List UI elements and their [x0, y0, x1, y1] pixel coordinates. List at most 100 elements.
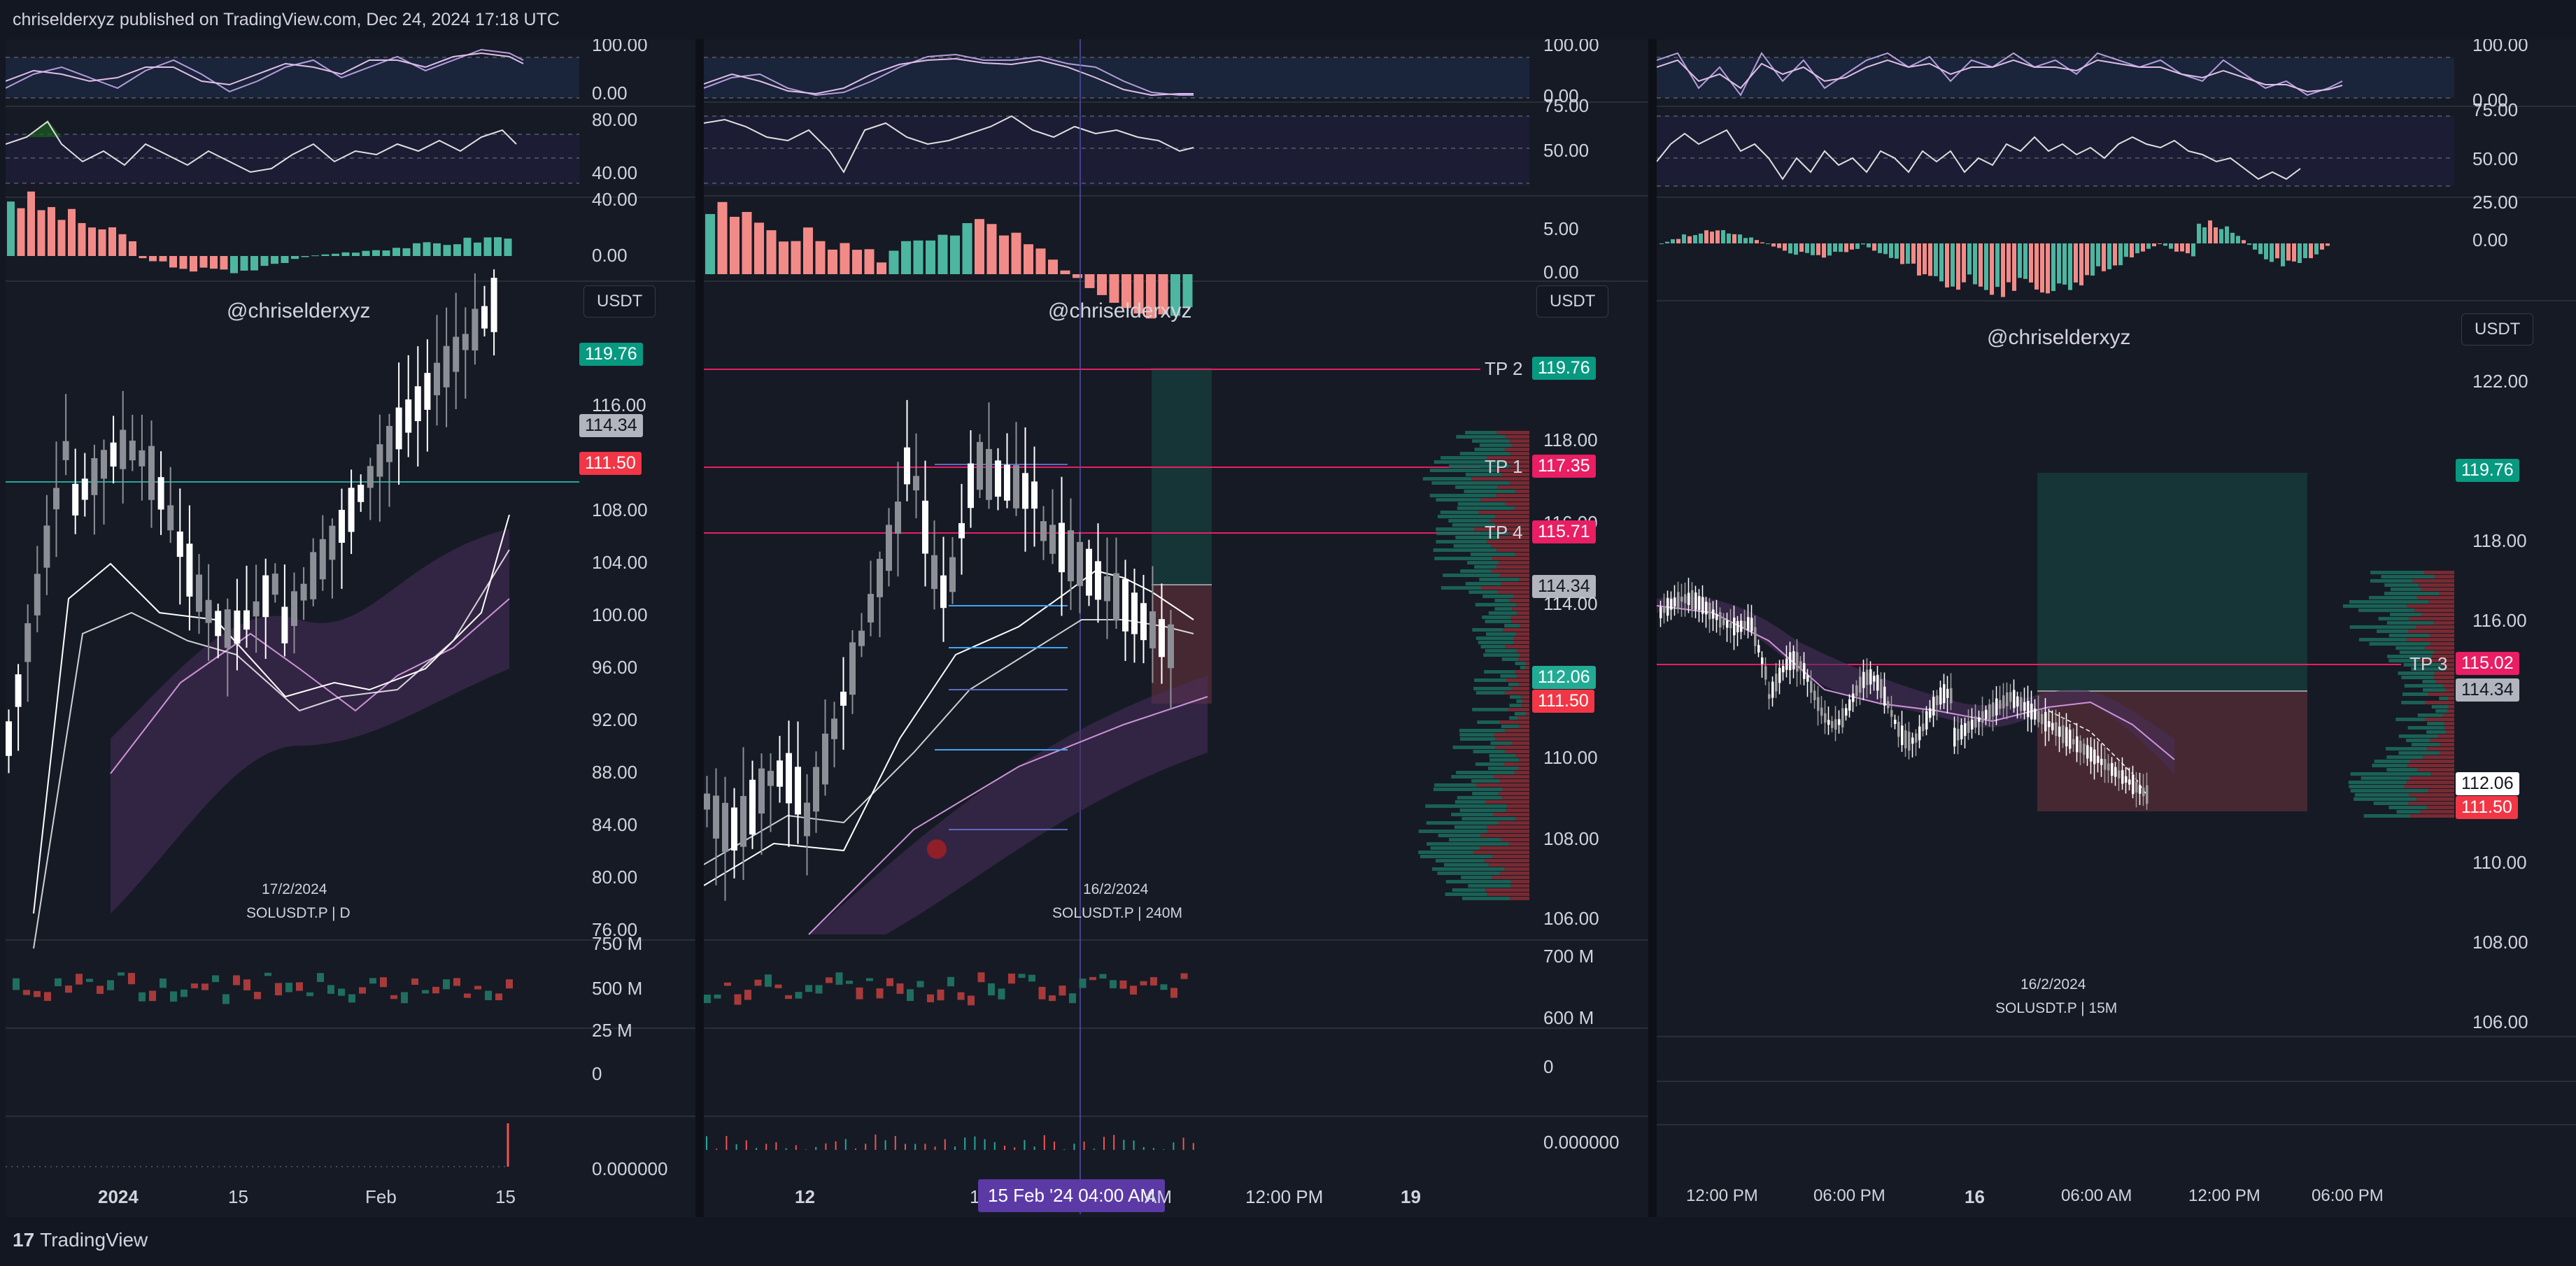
volume-bar	[846, 981, 853, 984]
candle-body	[2013, 690, 2016, 709]
candle-body	[167, 505, 174, 531]
histogram-bar	[210, 256, 218, 269]
candle-body	[405, 399, 412, 433]
candle-body	[722, 802, 728, 852]
candle-body	[1677, 592, 1680, 609]
panel-divider[interactable]	[1648, 39, 1657, 1217]
volume-bars	[13, 972, 513, 1004]
histogram-bar	[260, 256, 269, 266]
histogram-bar	[1794, 243, 1798, 255]
histogram-bar	[2113, 243, 2117, 266]
histogram-bar	[2018, 243, 2022, 278]
profile-bar	[1491, 569, 1529, 573]
histogram-bar	[291, 256, 299, 259]
profile-bar	[2409, 776, 2454, 780]
candle-body	[786, 753, 792, 804]
profile-bar	[2404, 785, 2454, 788]
profile-bar	[1470, 553, 1516, 556]
candle-body	[1925, 711, 1928, 730]
histogram-bar	[37, 210, 45, 256]
histogram-bar	[78, 222, 86, 256]
profile-bar	[2421, 588, 2454, 591]
tp3-price-tag: 115.02	[2456, 652, 2519, 675]
profile-bar	[2395, 646, 2426, 650]
price-axis-110: 110.00	[1543, 747, 1598, 768]
chart-panel-daily[interactable]: 100.00 0.00 80.00 40.00 40.00 0.00 @chri…	[6, 39, 695, 1217]
panel-divider[interactable]	[695, 39, 704, 1217]
15m-chart-canvas[interactable]	[1657, 39, 2576, 1217]
profile-bar	[1465, 582, 1501, 585]
candle-body	[234, 610, 241, 644]
profile-bar	[1436, 859, 1485, 862]
volume-bar	[243, 979, 250, 990]
candle-body	[1743, 620, 1746, 630]
profile-bar	[2398, 734, 2438, 738]
histogram-bar	[271, 256, 278, 264]
vol-axis-500: 500 M	[592, 978, 643, 999]
profile-bar	[2361, 776, 2410, 780]
candle-body	[1140, 603, 1147, 641]
candle-body	[758, 768, 765, 814]
histogram-bar	[1951, 243, 1955, 287]
profile-bar	[2421, 613, 2454, 616]
profile-bar	[1510, 616, 1529, 619]
histogram-bar	[717, 201, 728, 274]
profile-bar	[1457, 502, 1506, 506]
volume-bar	[785, 995, 792, 1000]
profile-bar	[2416, 596, 2454, 599]
candle-body	[348, 488, 355, 532]
candle-body	[1077, 541, 1083, 586]
histogram-bar	[2286, 243, 2291, 261]
histogram-bar	[2208, 220, 2212, 243]
profile-bar	[1497, 590, 1529, 594]
time-tick-am: AM	[1145, 1186, 1172, 1207]
profile-bar	[1513, 641, 1529, 644]
histogram-bar	[1939, 243, 1944, 282]
profile-bar	[1461, 876, 1492, 879]
currency-button[interactable]: USDT	[583, 285, 656, 318]
profile-bar	[1495, 469, 1529, 472]
candle-body	[1904, 730, 1907, 748]
candle-body	[740, 796, 746, 847]
histogram-bar	[179, 256, 187, 269]
profile-bar	[1436, 540, 1487, 543]
histogram-bar	[1743, 238, 1748, 243]
candle-body	[34, 574, 41, 616]
profile-bar	[1495, 746, 1529, 749]
chart-panel-240m[interactable]: 100.00 0.00 75.00 50.00 5.00 0.00 @chris…	[704, 39, 1648, 1217]
profile-bar	[2407, 726, 2445, 730]
candle-body	[1974, 716, 1977, 728]
histogram-bar	[7, 201, 15, 256]
profile-bar	[2398, 671, 2435, 675]
volume-bar	[805, 985, 812, 993]
histogram-bar	[2135, 243, 2139, 254]
profile-bar	[2445, 688, 2454, 692]
candle-body	[1922, 723, 1925, 732]
candle-body	[395, 407, 402, 450]
profile-bar	[1441, 586, 1482, 590]
volume-bar	[348, 994, 355, 1003]
currency-button[interactable]: USDT	[1536, 285, 1609, 318]
tp2-price-tag: 119.76	[1532, 357, 1596, 380]
240m-chart-canvas[interactable]	[704, 39, 1648, 1217]
histogram-bar	[17, 208, 25, 256]
volume-bar	[317, 973, 324, 982]
volume-bar	[222, 994, 229, 1004]
candle-body	[2086, 745, 2089, 759]
profile-bar	[2428, 692, 2454, 696]
candle-body	[949, 557, 956, 592]
histogram-bar	[779, 241, 788, 274]
currency-button[interactable]: USDT	[2461, 313, 2534, 346]
profile-bar	[1506, 809, 1529, 812]
tradingview-logo[interactable]: 17 TradingView	[13, 1229, 148, 1251]
histogram-bar	[1855, 243, 1860, 249]
profile-bar	[2444, 726, 2454, 730]
profile-bar	[1418, 830, 1487, 833]
candle-body	[1848, 699, 1851, 711]
profile-bar	[2428, 600, 2454, 604]
chart-panel-15m[interactable]: 100.00 0.00 75.00 50.00 25.00 0.00 @chri…	[1657, 39, 2576, 1217]
bottom-ind-axis: 0.000000	[1543, 1132, 1620, 1153]
candle-body	[1883, 686, 1886, 706]
profile-bar	[1514, 712, 1527, 716]
daily-chart-canvas[interactable]	[6, 39, 695, 1217]
